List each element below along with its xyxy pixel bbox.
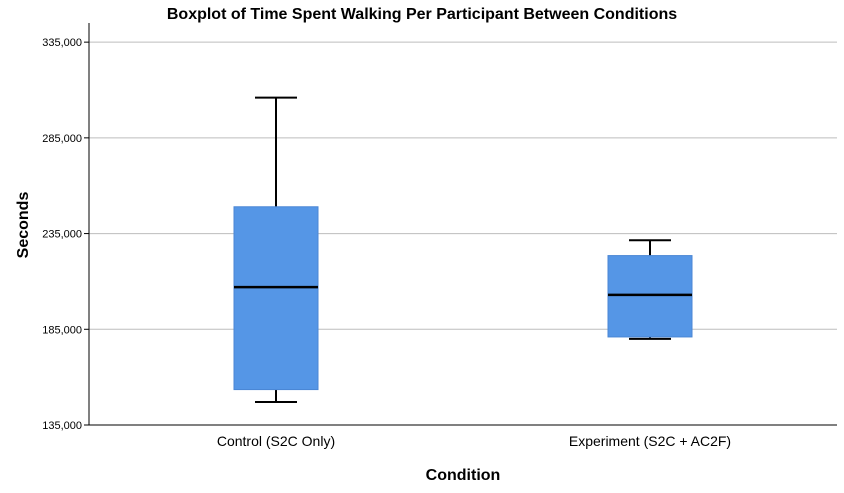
x-tick-label: Experiment (S2C + AC2F) [569, 433, 731, 449]
y-axis-label: Seconds [15, 192, 32, 259]
iqr-box [607, 255, 693, 338]
iqr-box [233, 206, 319, 391]
y-tick-label: 235,000 [42, 229, 82, 241]
y-tick-label: 285,000 [42, 133, 82, 145]
x-tick-label: Control (S2C Only) [217, 433, 335, 449]
y-tick-label: 335,000 [42, 37, 82, 49]
chart-title: Boxplot of Time Spent Walking Per Partic… [167, 6, 677, 23]
box-experiment [607, 239, 693, 340]
x-tick-labels: Control (S2C Only) Experiment (S2C + AC2F… [217, 433, 731, 449]
y-tick-label: 185,000 [42, 324, 82, 336]
axes [84, 23, 837, 426]
grid-lines [89, 41, 837, 330]
y-tick-label: 135,000 [42, 420, 82, 432]
y-tick-labels: 135,000 185,000 235,000 285,000 335,000 [42, 37, 82, 432]
box-control [233, 96, 319, 404]
x-axis-label: Condition [426, 467, 501, 484]
box-series [233, 96, 693, 404]
